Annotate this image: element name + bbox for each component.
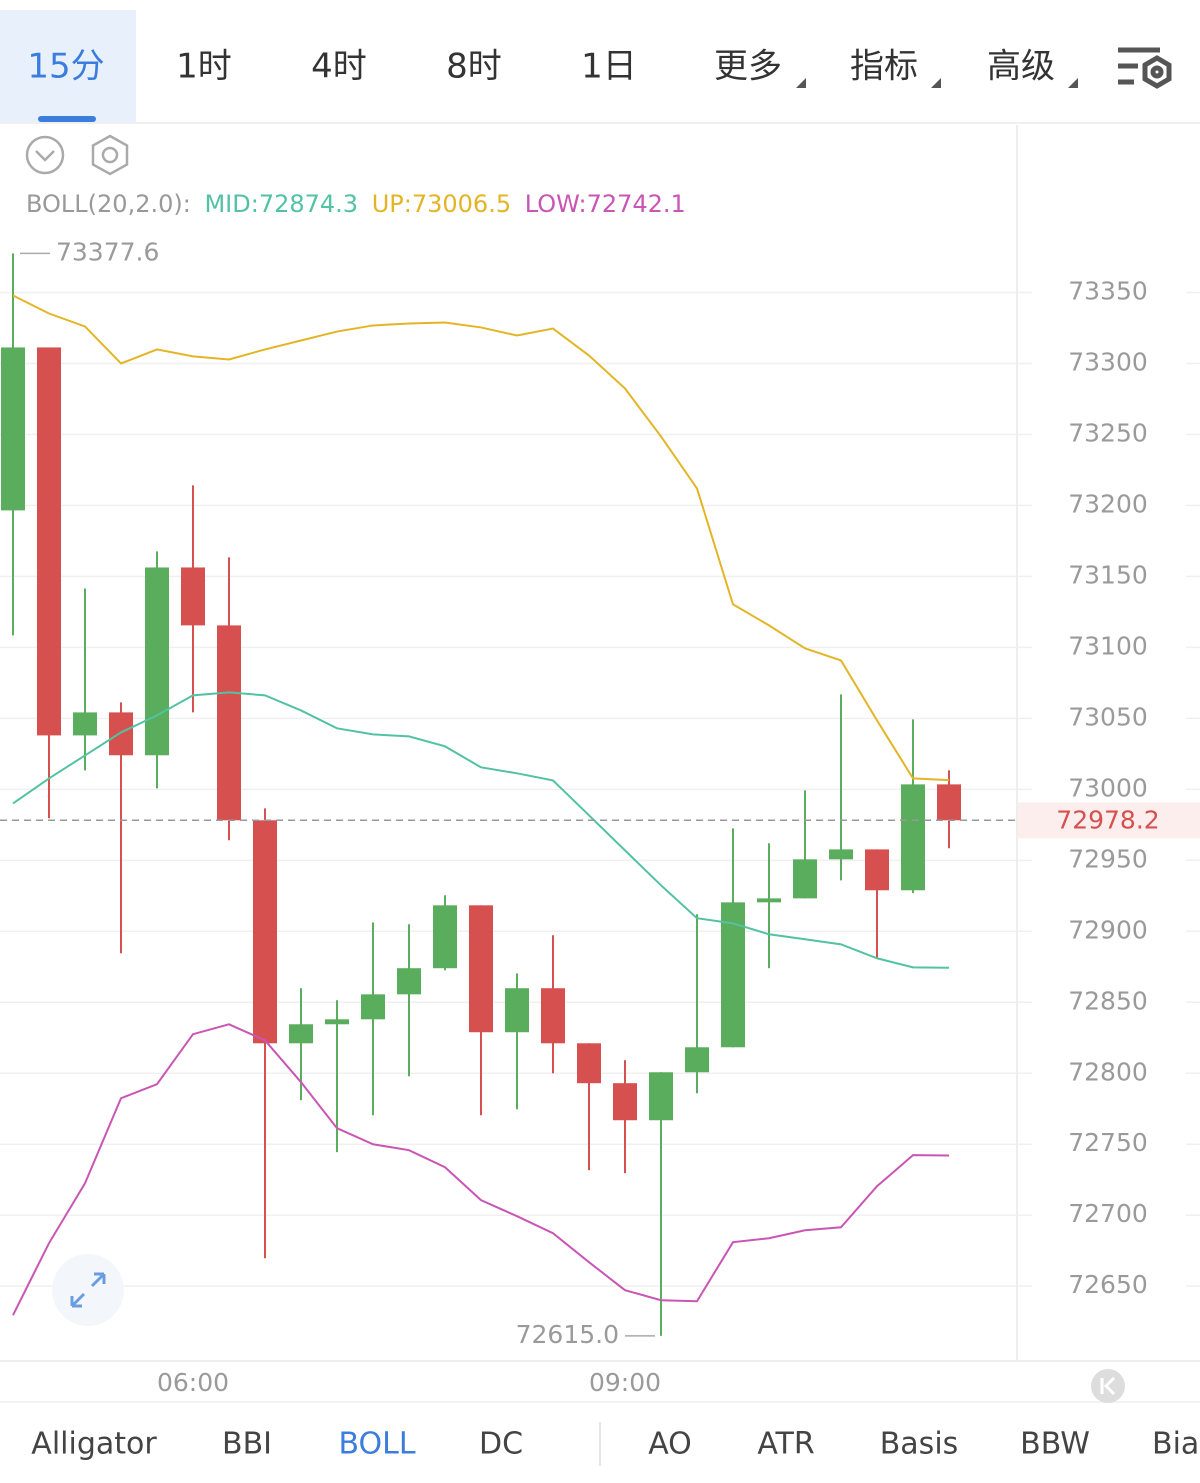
candle-body [577,1043,601,1084]
indicator-tab[interactable]: DC [479,1427,523,1462]
y-tick-label: 72700 [1068,1199,1148,1228]
candle-body [901,784,925,891]
candle-body [181,567,205,626]
candle-body [253,820,277,1044]
legend-value: 72874.3 [259,190,358,218]
y-tick-label: 72800 [1068,1057,1148,1086]
candle-body [865,849,889,891]
candle-body [217,625,241,821]
y-tick-label: 73250 [1068,418,1148,447]
y-tick-label: 72900 [1068,915,1148,944]
dropdown-arrow [1068,78,1078,88]
y-tick-label: 73300 [1068,347,1148,376]
y-tick-label: 72650 [1068,1270,1148,1299]
candle-body [505,988,529,1033]
high-marker-label: 73377.6 [56,237,159,266]
candle-body [613,1083,637,1121]
last-price-label: 72978.2 [1056,805,1159,834]
candle-body [289,1024,313,1044]
y-tick-label: 73000 [1068,773,1148,802]
legend-value: 73006.5 [412,190,511,218]
tab[interactable]: 15分 [27,47,104,87]
settings-hex-icon[interactable] [91,134,129,176]
candle-body [397,968,421,995]
candle-body [469,905,493,1033]
indicator-tab[interactable]: Alligator [31,1427,157,1462]
candle-body [1,347,25,511]
candle-body [37,347,61,736]
candle-body [685,1047,709,1073]
tab[interactable]: 更多 [714,47,782,87]
y-tick-label: 73150 [1068,560,1148,589]
indicator-line [12,1023,950,1316]
indicator-line [12,294,950,782]
legend-label: UP: [372,190,412,218]
indicator-tab[interactable]: BOLL [338,1427,415,1462]
indicator-tab[interactable]: AO [648,1427,692,1462]
indicator-tab[interactable]: Bias [1152,1427,1200,1462]
indicator-legend: BOLL(20,2.0): MID:72874.3 UP:73006.5 LOW… [26,190,686,218]
y-tick-label: 73200 [1068,489,1148,518]
candle-body [73,712,97,736]
plot-area: 72650 72700 72750 72800 72850 72900 72950 73000… [0,237,1200,1397]
y-tick-label: 73100 [1068,631,1148,660]
indicator-line [12,691,950,969]
indicator-tab[interactable]: ATR [757,1427,814,1462]
tab[interactable]: 1日 [581,47,637,87]
expand-icon[interactable] [52,1254,124,1326]
collapse-icon[interactable] [25,135,65,175]
y-tick-label: 72750 [1068,1128,1148,1157]
indicator-tab[interactable]: BBW [1020,1427,1090,1462]
candle-body [829,849,853,860]
candle-body [361,994,385,1020]
x-tick-label: 06:00 [157,1368,229,1397]
legend-label: MID: [204,190,258,218]
scroll-latest-icon[interactable] [1091,1369,1125,1403]
indicator-name: BOLL(20,2.0): [26,190,191,218]
y-tick-label: 72850 [1068,986,1148,1015]
dropdown-arrow [796,78,806,88]
x-tick-label: 09:00 [589,1368,661,1397]
tab[interactable]: 1时 [176,47,232,87]
candle-body [433,905,457,969]
y-tick-label: 72950 [1068,844,1148,873]
tab[interactable]: 8时 [446,47,502,87]
candle-body [937,784,961,821]
candle-body [109,712,133,756]
y-tick-label: 73050 [1068,702,1148,731]
candle-body [757,898,781,903]
selected-tab-bg [0,10,136,122]
dropdown-arrow [931,78,941,88]
candle-body [649,1072,673,1121]
legend-value: 72742.1 [587,190,686,218]
tab[interactable]: 高级 [987,47,1055,87]
last-price-bg [1018,802,1200,839]
selected-tab-underline [38,116,96,122]
tab[interactable]: 4时 [311,47,367,87]
low-marker-label: 72615.0 [516,1320,619,1349]
legend-label: LOW: [525,190,587,218]
candle-body [145,567,169,756]
tab[interactable]: 指标 [850,47,918,87]
y-tick-label: 73350 [1068,277,1148,306]
indicator-tab[interactable]: BBI [222,1427,272,1462]
indicator-tab[interactable]: Basis [880,1427,959,1462]
settings-icon[interactable] [1118,47,1172,89]
candle-body [325,1019,349,1025]
candle-body [541,988,565,1044]
candle-body [793,859,817,899]
